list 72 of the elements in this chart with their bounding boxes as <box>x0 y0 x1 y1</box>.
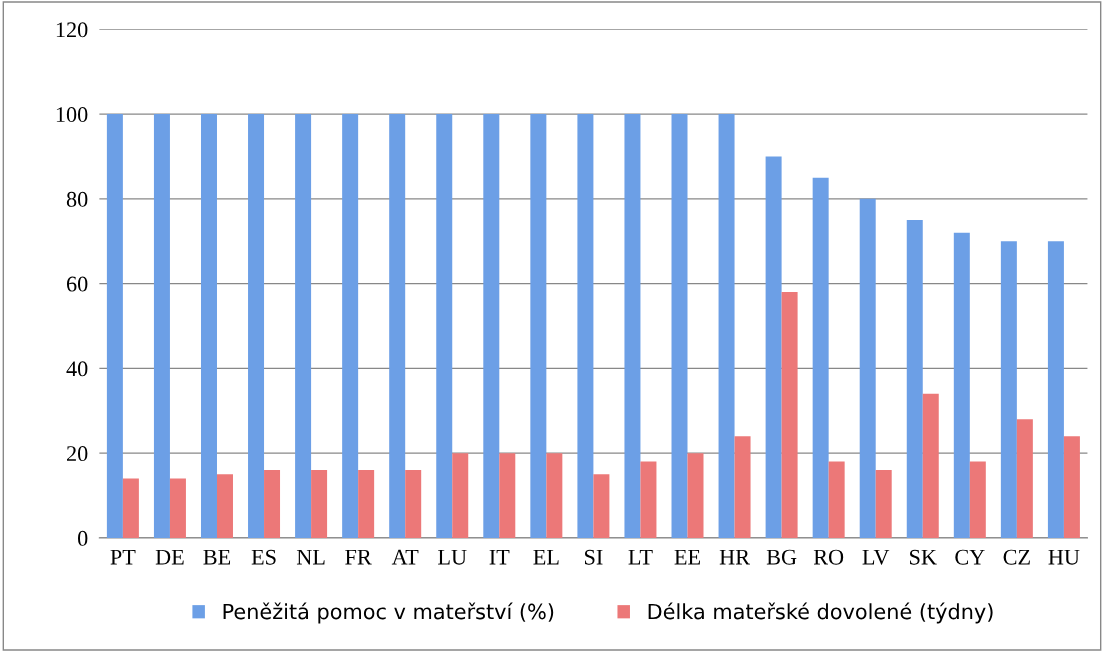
bar <box>483 114 500 538</box>
bar <box>546 453 563 538</box>
legend-label: Délka mateřské dovolené (týdny) <box>648 602 993 624</box>
x-tick-label: RO <box>813 549 844 565</box>
bar <box>953 232 970 538</box>
bar <box>1016 419 1033 538</box>
y-tick-label: 60 <box>66 276 88 292</box>
x-tick-label: EE <box>674 549 700 565</box>
bar <box>311 470 328 538</box>
bar <box>875 470 892 538</box>
y-tick-label: 100 <box>56 107 88 123</box>
x-tick-label: AT <box>391 549 419 565</box>
y-tick-label: 0 <box>77 530 88 546</box>
bar <box>781 292 798 538</box>
bar <box>1000 241 1017 538</box>
x-tick-label: BE <box>203 549 231 565</box>
bar <box>765 156 782 538</box>
y-tick-label: 80 <box>66 191 88 207</box>
bar <box>906 220 923 538</box>
x-tick-label: ES <box>251 549 276 565</box>
bar <box>812 177 829 538</box>
bar <box>106 114 123 538</box>
x-tick-label: SK <box>910 549 937 565</box>
bar <box>295 114 312 538</box>
bar <box>264 470 281 538</box>
bar <box>577 114 594 538</box>
bar <box>734 436 751 538</box>
bar <box>499 453 516 538</box>
bar <box>169 478 186 538</box>
y-tick-label: 40 <box>66 361 88 377</box>
bar <box>153 114 170 538</box>
bar <box>1047 241 1064 538</box>
y-tick-label: 20 <box>67 446 88 462</box>
legend-label: Peněžitá pomoc v mateřství (%) <box>223 602 554 624</box>
x-tick-label: LV <box>862 549 890 565</box>
x-tick-label: BG <box>766 549 797 565</box>
bar <box>200 114 217 538</box>
bar <box>436 114 453 538</box>
bar <box>687 453 704 538</box>
bar <box>828 461 845 538</box>
bar <box>593 474 610 538</box>
bar <box>671 114 688 538</box>
bar <box>624 114 641 538</box>
y-tick-label: 120 <box>56 22 88 38</box>
bar <box>389 114 406 538</box>
x-tick-label: PT <box>110 549 136 565</box>
bar <box>342 114 359 538</box>
bar <box>969 461 986 538</box>
x-tick-label: NL <box>296 549 325 565</box>
x-tick-label: IT <box>489 549 510 565</box>
bar <box>405 470 422 538</box>
bar <box>718 114 735 538</box>
x-tick-label: LU <box>438 549 467 565</box>
bar <box>859 198 876 538</box>
x-tick-label: EL <box>533 549 559 565</box>
x-tick-label: CY <box>955 549 985 565</box>
x-tick-label: HU <box>1048 549 1080 565</box>
bar <box>122 478 139 538</box>
x-tick-label: DE <box>155 549 184 565</box>
bar <box>640 461 657 538</box>
x-tick-label: FR <box>345 549 372 565</box>
x-tick-label: LT <box>628 549 653 565</box>
x-tick-label: SI <box>585 549 603 565</box>
bar <box>922 393 939 538</box>
bar <box>358 470 375 538</box>
bar <box>452 453 469 538</box>
x-tick-label: CZ <box>1003 549 1030 565</box>
x-tick-label: HR <box>719 549 750 565</box>
bar <box>1063 436 1080 538</box>
bar <box>248 114 265 538</box>
bar <box>530 114 547 538</box>
bar <box>216 474 233 538</box>
